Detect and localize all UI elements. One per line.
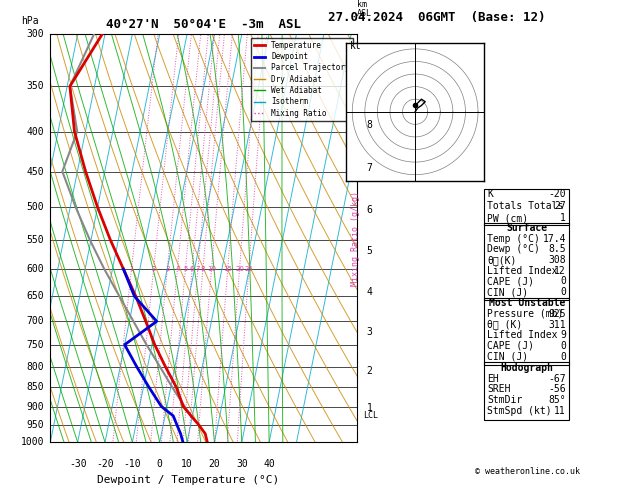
Text: 6: 6 bbox=[190, 266, 194, 272]
X-axis label: Dewpoint / Temperature (°C): Dewpoint / Temperature (°C) bbox=[97, 475, 279, 485]
Text: -30: -30 bbox=[69, 459, 86, 469]
Text: 925: 925 bbox=[548, 309, 566, 319]
Text: 700: 700 bbox=[26, 316, 44, 326]
Text: -56: -56 bbox=[548, 384, 566, 394]
Text: 25: 25 bbox=[245, 266, 253, 272]
Text: 40: 40 bbox=[264, 459, 275, 469]
Text: -10: -10 bbox=[123, 459, 141, 469]
Text: θᴇ(K): θᴇ(K) bbox=[487, 255, 517, 265]
Text: 0: 0 bbox=[560, 341, 566, 351]
Text: 0: 0 bbox=[560, 287, 566, 297]
Text: 5: 5 bbox=[183, 266, 187, 272]
Text: 600: 600 bbox=[26, 264, 44, 274]
Legend: Temperature, Dewpoint, Parcel Trajectory, Dry Adiabat, Wet Adiabat, Isotherm, Mi: Temperature, Dewpoint, Parcel Trajectory… bbox=[250, 38, 353, 121]
Text: Surface: Surface bbox=[506, 223, 548, 233]
Text: 85°: 85° bbox=[548, 395, 566, 405]
Text: CAPE (J): CAPE (J) bbox=[487, 277, 535, 286]
Text: 2: 2 bbox=[152, 266, 156, 272]
Text: 750: 750 bbox=[26, 340, 44, 350]
Text: 4: 4 bbox=[175, 266, 180, 272]
Text: Lifted Index: Lifted Index bbox=[487, 266, 558, 276]
Text: kt: kt bbox=[350, 41, 362, 51]
Text: Totals Totals: Totals Totals bbox=[487, 201, 564, 211]
Text: Lifted Index: Lifted Index bbox=[487, 330, 558, 340]
Text: 1000: 1000 bbox=[21, 437, 44, 447]
Text: 10: 10 bbox=[207, 266, 216, 272]
Text: CIN (J): CIN (J) bbox=[487, 352, 528, 362]
Text: 308: 308 bbox=[548, 255, 566, 265]
Text: SREH: SREH bbox=[487, 384, 511, 394]
Text: EH: EH bbox=[487, 374, 499, 383]
Text: 800: 800 bbox=[26, 362, 44, 372]
Text: Mixing Ratio (g/kg): Mixing Ratio (g/kg) bbox=[350, 191, 360, 286]
Text: 0: 0 bbox=[560, 277, 566, 286]
Text: -20: -20 bbox=[548, 189, 566, 199]
Text: StmSpd (kt): StmSpd (kt) bbox=[487, 406, 552, 416]
Text: 27.04.2024  06GMT  (Base: 12): 27.04.2024 06GMT (Base: 12) bbox=[328, 11, 546, 23]
Text: CAPE (J): CAPE (J) bbox=[487, 341, 535, 351]
Text: 0: 0 bbox=[157, 459, 163, 469]
Text: 15: 15 bbox=[223, 266, 232, 272]
Text: 3: 3 bbox=[165, 266, 170, 272]
Text: 10: 10 bbox=[181, 459, 193, 469]
Text: 311: 311 bbox=[548, 320, 566, 330]
Text: 8.5: 8.5 bbox=[548, 244, 566, 254]
Text: 20: 20 bbox=[209, 459, 220, 469]
Text: Dewp (°C): Dewp (°C) bbox=[487, 244, 540, 254]
Text: 9: 9 bbox=[560, 330, 566, 340]
Text: CIN (J): CIN (J) bbox=[487, 287, 528, 297]
Text: © weatheronline.co.uk: © weatheronline.co.uk bbox=[475, 467, 579, 476]
Title: 40°27'N  50°04'E  -3m  ASL: 40°27'N 50°04'E -3m ASL bbox=[106, 18, 301, 32]
Text: 950: 950 bbox=[26, 420, 44, 430]
Text: PW (cm): PW (cm) bbox=[487, 213, 528, 223]
Text: km
ASL: km ASL bbox=[357, 0, 372, 17]
Text: Pressure (mb): Pressure (mb) bbox=[487, 309, 564, 319]
Text: 12: 12 bbox=[554, 266, 566, 276]
Text: 450: 450 bbox=[26, 167, 44, 176]
Text: θᴇ (K): θᴇ (K) bbox=[487, 320, 523, 330]
Text: 8: 8 bbox=[201, 266, 205, 272]
Text: 0: 0 bbox=[560, 352, 566, 362]
Text: 7: 7 bbox=[196, 266, 200, 272]
Text: 550: 550 bbox=[26, 235, 44, 244]
Text: -67: -67 bbox=[548, 374, 566, 383]
Text: 650: 650 bbox=[26, 291, 44, 301]
Text: 11: 11 bbox=[554, 406, 566, 416]
Text: Hodograph: Hodograph bbox=[501, 363, 554, 373]
Text: 1: 1 bbox=[560, 213, 566, 223]
Text: Temp (°C): Temp (°C) bbox=[487, 234, 540, 243]
Text: Most Unstable: Most Unstable bbox=[489, 298, 565, 308]
Text: 900: 900 bbox=[26, 401, 44, 412]
Text: hPa: hPa bbox=[21, 16, 39, 26]
Text: -20: -20 bbox=[96, 459, 114, 469]
Text: 500: 500 bbox=[26, 202, 44, 212]
Text: 400: 400 bbox=[26, 126, 44, 137]
Text: 1: 1 bbox=[129, 266, 134, 272]
Text: LCL: LCL bbox=[363, 411, 378, 420]
Text: 30: 30 bbox=[236, 459, 248, 469]
Text: 300: 300 bbox=[26, 29, 44, 39]
Text: 17.4: 17.4 bbox=[543, 234, 566, 243]
Text: 350: 350 bbox=[26, 81, 44, 91]
Text: StmDir: StmDir bbox=[487, 395, 523, 405]
Text: 20: 20 bbox=[235, 266, 244, 272]
Text: K: K bbox=[487, 189, 493, 199]
Text: 850: 850 bbox=[26, 382, 44, 392]
Text: 27: 27 bbox=[554, 201, 566, 211]
